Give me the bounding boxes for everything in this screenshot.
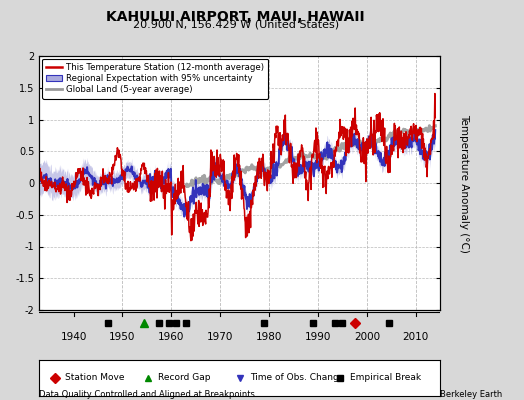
Text: Time of Obs. Change: Time of Obs. Change [250, 374, 344, 382]
Text: 20.900 N, 156.429 W (United States): 20.900 N, 156.429 W (United States) [133, 19, 339, 29]
Text: Record Gap: Record Gap [158, 374, 210, 382]
Text: 1970: 1970 [207, 332, 233, 342]
Text: Empirical Break: Empirical Break [350, 374, 421, 382]
Text: Data Quality Controlled and Aligned at Breakpoints: Data Quality Controlled and Aligned at B… [39, 390, 255, 399]
Text: 2010: 2010 [402, 332, 429, 342]
Text: 1980: 1980 [256, 332, 282, 342]
Text: Berkeley Earth: Berkeley Earth [440, 390, 503, 399]
Text: 1960: 1960 [158, 332, 184, 342]
Text: 1990: 1990 [305, 332, 331, 342]
Text: 1950: 1950 [109, 332, 136, 342]
Text: 2000: 2000 [354, 332, 380, 342]
Y-axis label: Temperature Anomaly (°C): Temperature Anomaly (°C) [459, 114, 469, 252]
Legend: This Temperature Station (12-month average), Regional Expectation with 95% uncer: This Temperature Station (12-month avera… [42, 58, 268, 98]
Text: 1940: 1940 [60, 332, 86, 342]
Text: KAHULUI AIRPORT, MAUI, HAWAII: KAHULUI AIRPORT, MAUI, HAWAII [106, 10, 365, 24]
Text: Station Move: Station Move [66, 374, 125, 382]
